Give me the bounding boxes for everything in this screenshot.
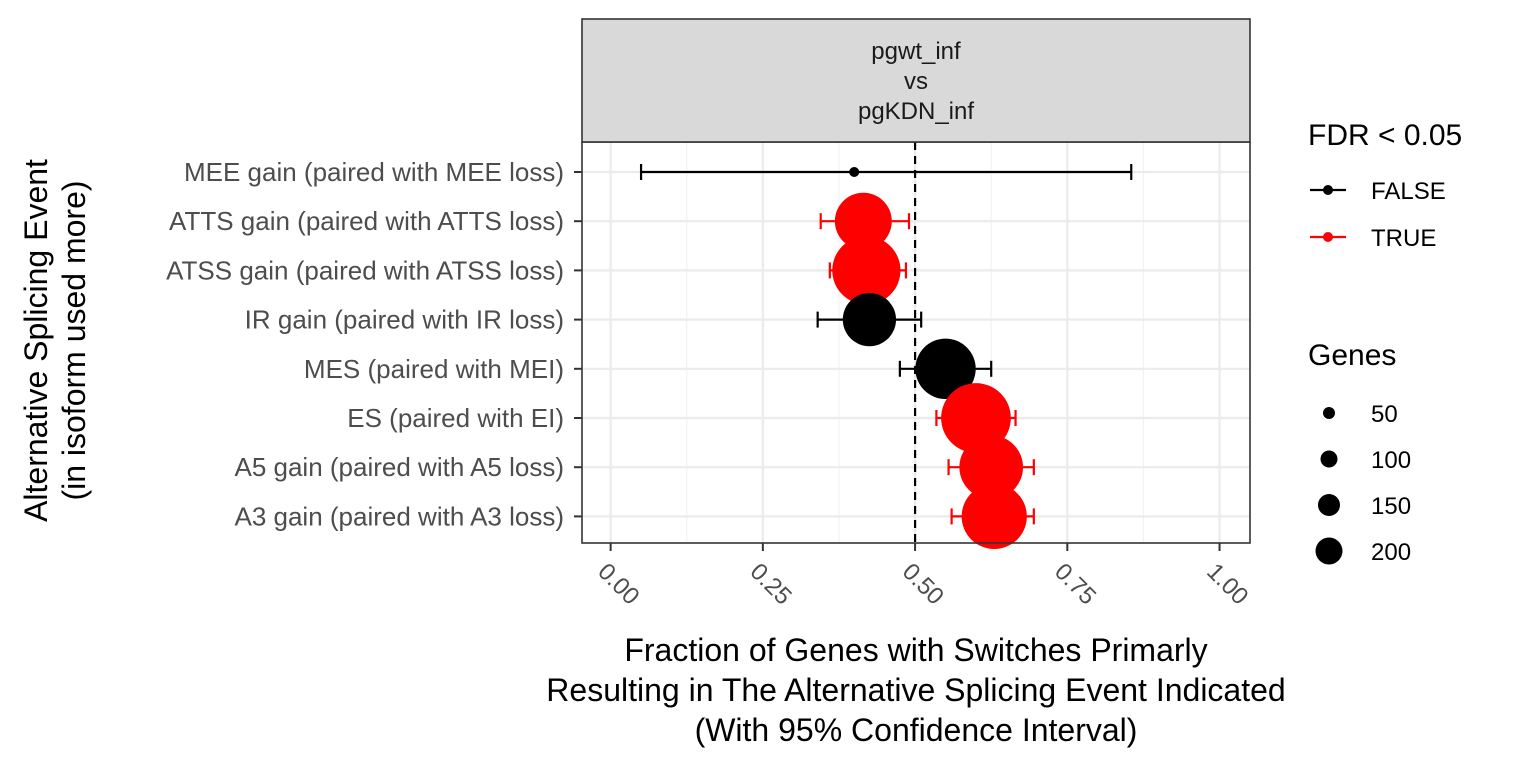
y-category-label: A5 gain (paired with A5 loss) [234, 452, 564, 482]
data-points [832, 166, 1027, 550]
data-point [842, 292, 897, 347]
y-category-label: ATSS gain (paired with ATSS loss) [166, 255, 564, 285]
strip-label: pgKDN_inf [858, 98, 974, 125]
legend-genes-dot [1323, 407, 1335, 419]
legend-genes-label: 50 [1371, 401, 1398, 428]
x-axis-title-line: Resulting in The Alternative Splicing Ev… [546, 672, 1285, 708]
legend-fdr-label: FALSE [1371, 178, 1446, 205]
legend-genes-dot [1315, 537, 1343, 565]
x-tick-label: 0.25 [745, 558, 797, 610]
legend-genes: Genes 50 100 150 200 [1308, 339, 1411, 566]
data-point [959, 435, 1024, 500]
y-axis-title-line: (in isoform used more) [56, 180, 92, 500]
data-point [832, 236, 901, 305]
y-axis-title: Alternative Splicing Event (in isoform us… [18, 159, 92, 522]
strip-box [581, 18, 1251, 143]
y-axis-title-line: Alternative Splicing Event [18, 159, 54, 522]
x-tick-label: 0.75 [1049, 558, 1101, 610]
legend-genes-dot [1318, 494, 1340, 516]
legend-genes-dot [1320, 450, 1338, 468]
y-axis-category-labels: MEE gain (paired with MEE loss) ATTS gain… [166, 157, 582, 531]
legend-fdr-dot [1323, 232, 1333, 242]
legend-genes-label: 150 [1371, 493, 1411, 520]
x-tick-label: 1.00 [1201, 558, 1253, 610]
x-tick-label: 0.00 [592, 558, 644, 610]
legend-genes-title: Genes [1308, 339, 1396, 372]
data-point [849, 166, 860, 178]
x-axis-title-line: Fraction of Genes with Switches Primarly [624, 632, 1207, 668]
y-category-label: MES (paired with MEI) [304, 354, 564, 384]
x-axis-title: Fraction of Genes with Switches Primarly… [546, 632, 1285, 748]
legend-fdr: FDR < 0.05 FALSE TRUE [1308, 119, 1462, 252]
legend-genes-label: 200 [1371, 539, 1411, 566]
data-point [961, 483, 1027, 550]
x-axis-ticks: 0.00 0.25 0.50 0.75 1.00 [592, 543, 1253, 610]
strip-label: pgwt_inf [871, 38, 961, 65]
legend-genes-label: 100 [1371, 447, 1411, 474]
data-point [941, 383, 1011, 453]
legend-fdr-label: TRUE [1371, 225, 1436, 252]
y-category-label: A3 gain (paired with A3 loss) [234, 501, 564, 531]
data-point [915, 338, 976, 399]
legend-fdr-dot [1323, 185, 1333, 195]
y-category-label: ATTS gain (paired with ATTS loss) [169, 206, 564, 236]
y-category-label: ES (paired with EI) [347, 403, 564, 433]
legend-fdr-title: FDR < 0.05 [1308, 119, 1462, 152]
data-point [834, 192, 892, 250]
y-category-label: MEE gain (paired with MEE loss) [184, 157, 564, 187]
strip-label: vs [904, 68, 928, 95]
x-axis-title-line: (With 95% Confidence Interval) [695, 712, 1138, 748]
y-category-label: IR gain (paired with IR loss) [245, 305, 564, 335]
x-tick-label: 0.50 [897, 558, 949, 610]
